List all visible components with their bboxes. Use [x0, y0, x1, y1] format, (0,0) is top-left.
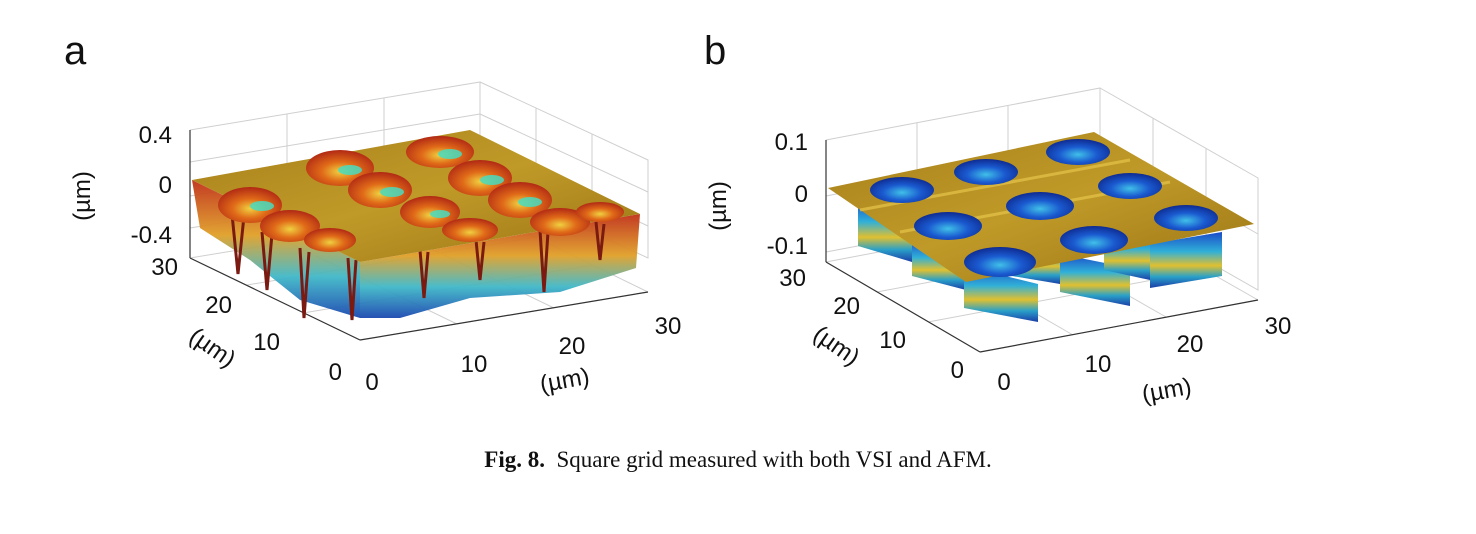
- panel-b-x-axis: [979, 299, 1259, 353]
- panel-a-z-label: (µm): [69, 171, 96, 221]
- panel-b-wells: [870, 139, 1218, 277]
- panel-b: b: [704, 29, 1291, 408]
- panel-b-y-label: (µm): [808, 321, 864, 372]
- figure-caption: Fig. 8. Square grid measured with both V…: [0, 447, 1476, 473]
- caption-text: Square grid measured with both VSI and A…: [556, 447, 992, 472]
- caption-label: Fig. 8.: [484, 447, 545, 472]
- panel-b-y-tick: 0: [951, 357, 964, 384]
- panel-b-z-tick: -0.1: [767, 233, 808, 260]
- panel-a-highlights: [250, 149, 542, 218]
- panel-letter-a: a: [64, 29, 87, 73]
- panel-a-y-label: (µm): [184, 323, 240, 374]
- panel-b-x-tick: 0: [997, 369, 1010, 396]
- panel-a-x-tick: 20: [559, 333, 586, 360]
- panel-a-x-tick: 30: [655, 313, 682, 340]
- panel-b-x-tick: 30: [1265, 313, 1292, 340]
- panel-b-z-tick: 0: [795, 181, 808, 208]
- panel-a: a: [64, 29, 681, 398]
- panel-a-x-tick: 10: [461, 351, 488, 378]
- panel-a-x-axis: [359, 291, 649, 341]
- panel-a-peaks: [218, 136, 624, 252]
- panel-b-z-tick: 0.1: [775, 129, 808, 156]
- panel-b-y-tick: 10: [879, 327, 906, 354]
- panel-a-y-tick: 30: [151, 254, 178, 281]
- panel-a-z-tick: 0: [159, 172, 172, 199]
- panel-a-y-axis: [189, 257, 361, 341]
- panel-a-y-tick: 20: [205, 292, 232, 319]
- panel-b-x-tick: 10: [1085, 351, 1112, 378]
- panel-a-y-tick: 10: [253, 329, 280, 356]
- panel-b-x-tick: 20: [1177, 331, 1204, 358]
- figure: a: [64, 29, 1291, 408]
- panel-a-x-label: (µm): [538, 363, 592, 398]
- panel-b-y-tick: 20: [833, 293, 860, 320]
- panel-a-z-tick: 0.4: [139, 122, 172, 149]
- panel-a-x-tick: 0: [365, 369, 378, 396]
- panel-letter-b: b: [704, 29, 726, 73]
- panel-b-z-label: (µm): [705, 181, 732, 231]
- panel-a-z-tick: -0.4: [131, 222, 172, 249]
- panel-b-y-axis: [825, 261, 981, 353]
- panel-a-y-tick: 0: [329, 359, 342, 386]
- panel-b-x-label: (µm): [1140, 373, 1194, 408]
- panel-b-y-tick: 30: [779, 265, 806, 292]
